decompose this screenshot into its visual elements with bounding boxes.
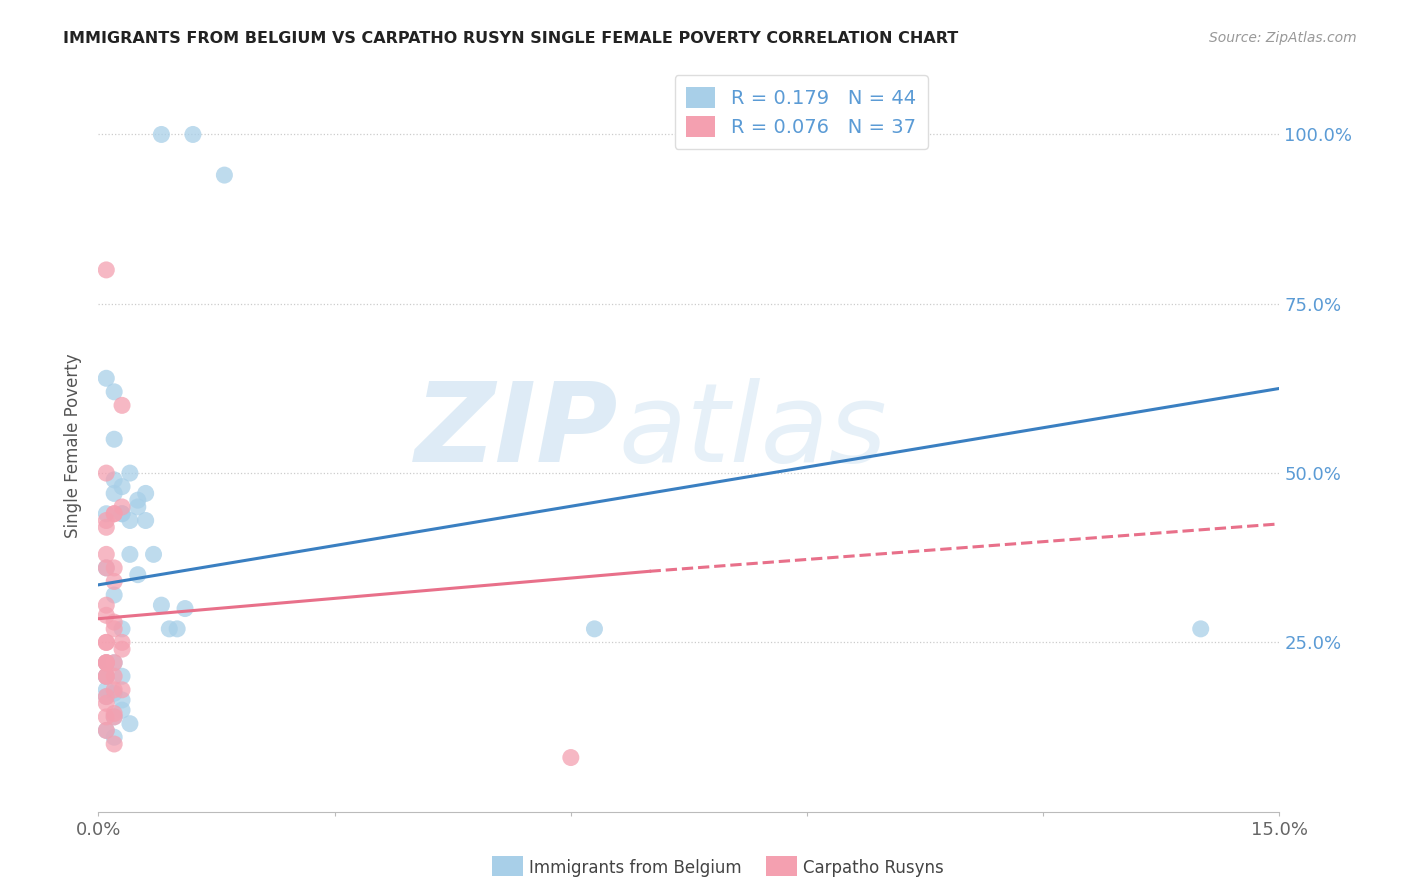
Point <box>111 693 134 707</box>
Point <box>103 473 125 487</box>
Point <box>118 547 141 561</box>
Point <box>103 706 125 721</box>
Point <box>96 263 118 277</box>
Point <box>111 500 134 514</box>
Point <box>96 514 118 528</box>
Point <box>96 723 118 738</box>
Point <box>214 168 236 182</box>
Point <box>103 432 125 446</box>
Point <box>96 697 118 711</box>
Point <box>142 547 165 561</box>
Point <box>127 500 149 514</box>
Point <box>111 398 134 412</box>
Point <box>96 547 118 561</box>
Point <box>135 514 157 528</box>
Point <box>103 682 125 697</box>
Point <box>166 622 188 636</box>
Point <box>96 608 118 623</box>
Text: Immigrants from Belgium: Immigrants from Belgium <box>529 859 741 877</box>
Point <box>96 561 118 575</box>
Point <box>96 520 118 534</box>
Point <box>96 507 118 521</box>
Y-axis label: Single Female Poverty: Single Female Poverty <box>65 354 83 538</box>
Point <box>111 622 134 636</box>
Point <box>111 635 134 649</box>
Point <box>118 466 141 480</box>
Legend: R = 0.179   N = 44, R = 0.076   N = 37: R = 0.179 N = 44, R = 0.076 N = 37 <box>675 75 928 149</box>
Point <box>118 514 141 528</box>
Text: Carpatho Rusyns: Carpatho Rusyns <box>803 859 943 877</box>
Point <box>96 710 118 724</box>
Point <box>103 574 125 589</box>
Point <box>103 561 125 575</box>
Point <box>96 669 118 683</box>
Point <box>560 750 582 764</box>
Point <box>103 615 125 629</box>
Point <box>157 622 180 636</box>
Point <box>1189 622 1212 636</box>
Point <box>103 656 125 670</box>
Point <box>96 669 118 683</box>
Point <box>103 737 125 751</box>
Point <box>103 710 125 724</box>
Point <box>111 669 134 683</box>
Point <box>96 371 118 385</box>
Point <box>96 635 118 649</box>
Point <box>103 710 125 724</box>
Point <box>127 493 149 508</box>
Point <box>127 567 149 582</box>
Point <box>96 466 118 480</box>
Point <box>96 682 118 697</box>
Text: Source: ZipAtlas.com: Source: ZipAtlas.com <box>1209 31 1357 45</box>
Point <box>174 601 197 615</box>
Point <box>103 486 125 500</box>
Point <box>96 598 118 612</box>
Point <box>96 690 118 704</box>
Point <box>111 507 134 521</box>
Point <box>103 588 125 602</box>
Point <box>96 656 118 670</box>
Point <box>583 622 606 636</box>
Point <box>111 682 134 697</box>
Point <box>96 669 118 683</box>
Point <box>96 656 118 670</box>
Text: atlas: atlas <box>619 378 887 485</box>
Point <box>103 686 125 700</box>
Point <box>111 703 134 717</box>
Point <box>103 507 125 521</box>
Text: ZIP: ZIP <box>415 378 619 485</box>
Point <box>181 128 204 142</box>
Point <box>135 486 157 500</box>
Point <box>103 507 125 521</box>
Point <box>103 669 125 683</box>
Point <box>118 716 141 731</box>
Point <box>103 622 125 636</box>
Point <box>96 723 118 738</box>
Point <box>96 635 118 649</box>
Point <box>96 561 118 575</box>
Point <box>150 598 173 612</box>
Point <box>111 480 134 494</box>
Point <box>111 642 134 657</box>
Point <box>103 384 125 399</box>
Point <box>96 669 118 683</box>
Point <box>150 128 173 142</box>
Point <box>103 730 125 744</box>
Point <box>96 656 118 670</box>
Point <box>103 656 125 670</box>
Text: IMMIGRANTS FROM BELGIUM VS CARPATHO RUSYN SINGLE FEMALE POVERTY CORRELATION CHAR: IMMIGRANTS FROM BELGIUM VS CARPATHO RUSY… <box>63 31 959 46</box>
Point <box>111 507 134 521</box>
Point <box>96 656 118 670</box>
Point <box>96 690 118 704</box>
